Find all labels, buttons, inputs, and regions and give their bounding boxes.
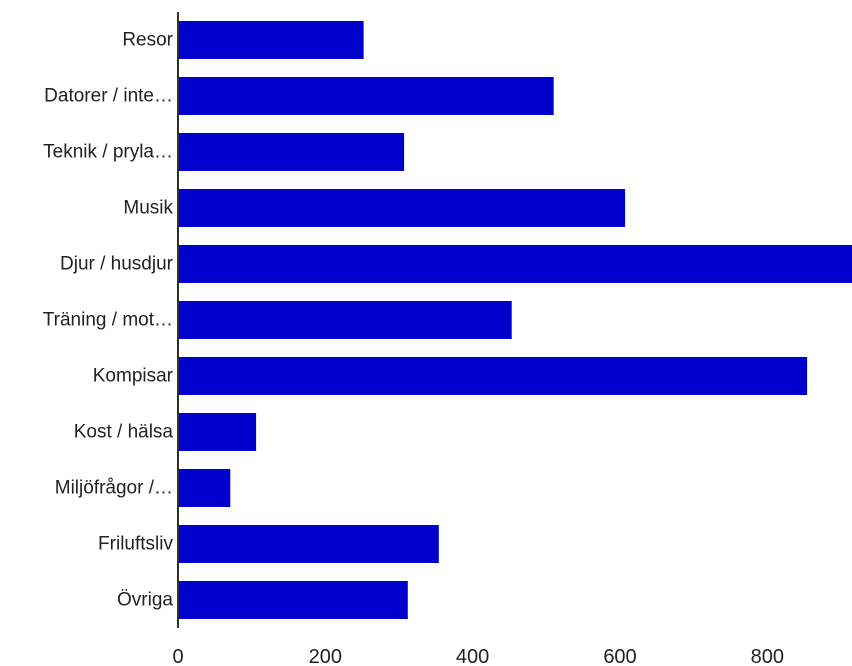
bar (178, 301, 512, 339)
category-label: Resor (122, 30, 173, 51)
category-label: Övriga (117, 590, 173, 611)
x-tick-label: 600 (603, 646, 636, 666)
category-label: Kompisar (93, 366, 174, 387)
x-tick-label: 0 (172, 646, 183, 666)
bar (178, 525, 439, 563)
bars-group (178, 21, 852, 619)
category-label: Friluftsliv (98, 534, 173, 555)
x-tick-label: 400 (456, 646, 489, 666)
bar (178, 581, 408, 619)
x-tick-label: 800 (751, 646, 784, 666)
category-label: Teknik / pryla… (43, 142, 173, 163)
category-label: Datorer / inte… (44, 86, 173, 107)
x-tick-labels: 0 200 400 600 800 (172, 646, 784, 666)
category-label: Kost / hälsa (74, 422, 174, 443)
x-tick-label: 200 (309, 646, 342, 666)
bar (178, 357, 808, 395)
bar (178, 245, 852, 283)
category-labels: Resor Datorer / inte… Teknik / pryla… Musik… (43, 30, 174, 611)
bar (178, 133, 405, 171)
category-label: Djur / husdjur (60, 254, 174, 275)
category-label: Träning / mot… (43, 310, 173, 331)
bar (178, 77, 554, 115)
bar (178, 21, 364, 59)
category-label: Miljöfrågor /… (55, 478, 173, 499)
bar (178, 189, 626, 227)
category-label: Musik (123, 198, 173, 219)
bar (178, 469, 231, 507)
bar (178, 413, 257, 451)
